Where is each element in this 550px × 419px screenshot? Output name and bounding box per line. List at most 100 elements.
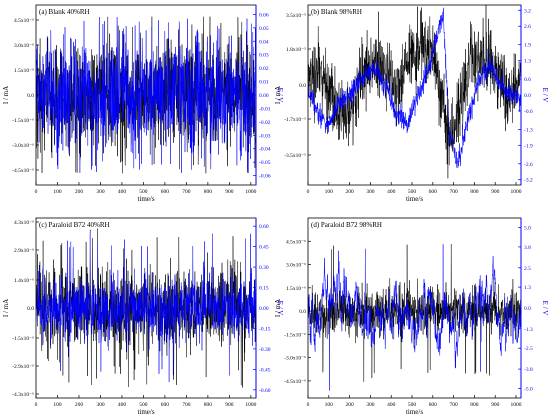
y-right-tick-label-b-6: -0.6	[524, 109, 533, 115]
x-tick-label-a-0: 0	[35, 189, 38, 195]
y-right-axis-label-c: E / V	[276, 301, 284, 316]
series-line-a-potential	[36, 17, 256, 173]
x-tick-label-c-9: 900	[225, 402, 234, 408]
x-tick-label-b-0: 0	[307, 189, 310, 195]
y-right-tick-label-a-12: -0.06	[259, 174, 271, 180]
y-left-tick-label-d-3: 0.0	[299, 309, 306, 315]
x-tick-label-d-8: 800	[470, 402, 479, 408]
x-tick-label-a-6: 600	[161, 189, 170, 195]
y-right-tick-label-a-4: 0.02	[259, 66, 269, 72]
y-right-axis-label-d: E / V	[541, 301, 549, 316]
x-axis-label-c: time/s	[137, 408, 154, 416]
x-tick-label-b-9: 900	[491, 189, 500, 195]
y-left-tick-label-d-5: -3.0x10⁻⁶	[284, 356, 306, 362]
y-right-tick-label-c-5: -0.15	[259, 326, 271, 332]
x-tick-label-b-3: 300	[366, 189, 375, 195]
panel-title-d: (d) Paraloid B72 98%RH	[311, 221, 382, 229]
x-tick-label-b-2: 200	[345, 189, 354, 195]
y-right-tick-label-b-3: 1.3	[524, 59, 531, 65]
y-left-tick-label-d-4: -1.5x10⁻⁶	[284, 332, 306, 338]
series-line-c-potential	[36, 233, 256, 383]
x-tick-label-c-3: 300	[96, 402, 105, 408]
x-tick-label-a-9: 900	[225, 189, 234, 195]
y-left-tick-label-b-4: -3.5x10⁻⁵	[284, 153, 306, 159]
x-tick-label-a-10: 1000	[245, 189, 256, 195]
x-tick-label-b-4: 400	[387, 189, 396, 195]
y-left-axis-label-c: I / mA	[2, 299, 10, 317]
panel-a: 0 100 200 300 400 500 600 700 800 900 1000 4.5x10⁻⁶…	[2, 4, 284, 203]
x-tick-label-a-2: 200	[75, 189, 84, 195]
x-tick-label-b-6: 600	[429, 189, 438, 195]
y-right-tick-label-a-1: 0.05	[259, 26, 269, 32]
x-tick-label-a-7: 700	[182, 189, 191, 195]
y-left-axis-label-d: I / mA	[274, 299, 282, 317]
y-left-tick-label-c-3: 0.0	[27, 306, 34, 312]
x-tick-label-b-10: 1000	[511, 189, 522, 195]
y-right-tick-label-b-1: 2.6	[524, 24, 531, 30]
series-line-b-current	[308, 5, 521, 179]
y-left-tick-label-a-6: -4.5x10⁻⁶	[12, 168, 34, 174]
x-tick-label-c-5: 500	[139, 402, 148, 408]
panel-b: 0 100 200 300 400 500 600 700 800 900 1000 3.5x10⁻⁵…	[274, 4, 549, 203]
y-right-axis-label-a: E / V	[276, 88, 284, 103]
x-tick-label-c-4: 400	[118, 402, 127, 408]
y-right-tick-label-c-8: -0.60	[259, 388, 271, 394]
y-right-tick-label-a-7: -0.01	[259, 106, 271, 112]
y-left-axis-label-b: I / mA	[274, 86, 282, 104]
y-right-tick-label-c-4: 0.00	[259, 306, 269, 312]
y-right-tick-label-c-7: -0.45	[259, 367, 271, 373]
x-tick-label-d-9: 900	[491, 402, 500, 408]
y-right-tick-label-c-3: 0.15	[259, 286, 269, 292]
y-left-tick-label-c-1: 2.9x10⁻⁶	[14, 248, 34, 254]
panel-title-c: (c) Paraloid B72 40%RH	[39, 221, 110, 229]
y-left-tick-label-a-1: 3.0x10⁻⁶	[14, 43, 34, 49]
y-right-tick-label-a-10: -0.04	[259, 147, 271, 153]
y-left-tick-label-a-3: 0.0	[27, 93, 34, 99]
x-tick-label-c-8: 800	[204, 402, 213, 408]
x-axis-label-a: time/s	[137, 195, 154, 203]
y-right-tick-label-c-2: 0.30	[259, 265, 269, 271]
y-left-tick-label-d-0: 4.5x10⁻⁶	[286, 239, 306, 245]
x-tick-label-d-4: 400	[387, 402, 396, 408]
y-right-tick-label-b-10: -3.2	[524, 178, 533, 184]
y-right-tick-label-d-5: -1.3	[524, 327, 533, 333]
x-tick-label-a-8: 800	[204, 189, 213, 195]
y-left-tick-label-c-0: 4.3x10⁻⁶	[14, 220, 34, 226]
x-tick-label-c-1: 100	[53, 402, 62, 408]
series-line-b-potential	[308, 7, 521, 169]
y-right-tick-label-a-5: 0.01	[259, 80, 269, 86]
y-left-tick-label-a-0: 4.5x10⁻⁶	[14, 18, 34, 24]
y-right-tick-label-d-3: 1.3	[524, 285, 531, 291]
y-left-tick-label-a-2: 1.5x10⁻⁶	[14, 68, 34, 74]
y-right-tick-label-b-0: 3.2	[524, 8, 531, 14]
y-right-tick-label-d-0: 5.0	[524, 226, 531, 232]
y-right-axis-label-b: E / V	[541, 88, 549, 103]
x-axis-label-b: time/s	[406, 195, 423, 203]
x-tick-label-d-10: 1000	[511, 402, 522, 408]
y-right-tick-label-b-9: -2.6	[524, 162, 533, 168]
panel-d: 0 100 200 300 400 500 600 700 800 900 1000 4.5x10⁻⁶…	[274, 217, 549, 416]
x-tick-label-d-7: 700	[449, 402, 458, 408]
y-right-tick-label-c-6: -0.30	[259, 347, 271, 353]
x-tick-label-a-3: 300	[96, 189, 105, 195]
x-tick-label-d-3: 300	[366, 402, 375, 408]
y-left-tick-label-c-5: -2.9x10⁻⁶	[12, 364, 34, 370]
y-right-tick-label-a-9: -0.03	[259, 133, 271, 139]
y-right-tick-label-a-3: 0.03	[259, 53, 269, 59]
x-tick-label-b-1: 100	[325, 189, 334, 195]
x-tick-label-d-0: 0	[307, 402, 310, 408]
y-right-tick-label-a-6: 0.00	[259, 93, 269, 99]
x-tick-label-d-6: 600	[429, 402, 438, 408]
series-line-d-potential	[308, 244, 521, 391]
x-tick-label-b-7: 700	[449, 189, 458, 195]
y-left-tick-label-a-4: -1.5x10⁻⁶	[12, 118, 34, 124]
x-tick-label-c-0: 0	[35, 402, 38, 408]
panel-c: 0 100 200 300 400 500 600 700 800 900 1000 4.3x10⁻⁶…	[2, 217, 284, 416]
y-left-tick-label-d-2: 1.5x10⁻⁶	[286, 286, 306, 292]
y-left-tick-label-b-2: 0.0	[299, 83, 306, 89]
x-tick-label-d-5: 500	[408, 402, 417, 408]
panel-title-b: (b) Blank 98%RH	[311, 8, 362, 16]
y-right-tick-label-b-4: 0.6	[524, 77, 531, 83]
x-axis-label-d: time/s	[406, 408, 423, 416]
